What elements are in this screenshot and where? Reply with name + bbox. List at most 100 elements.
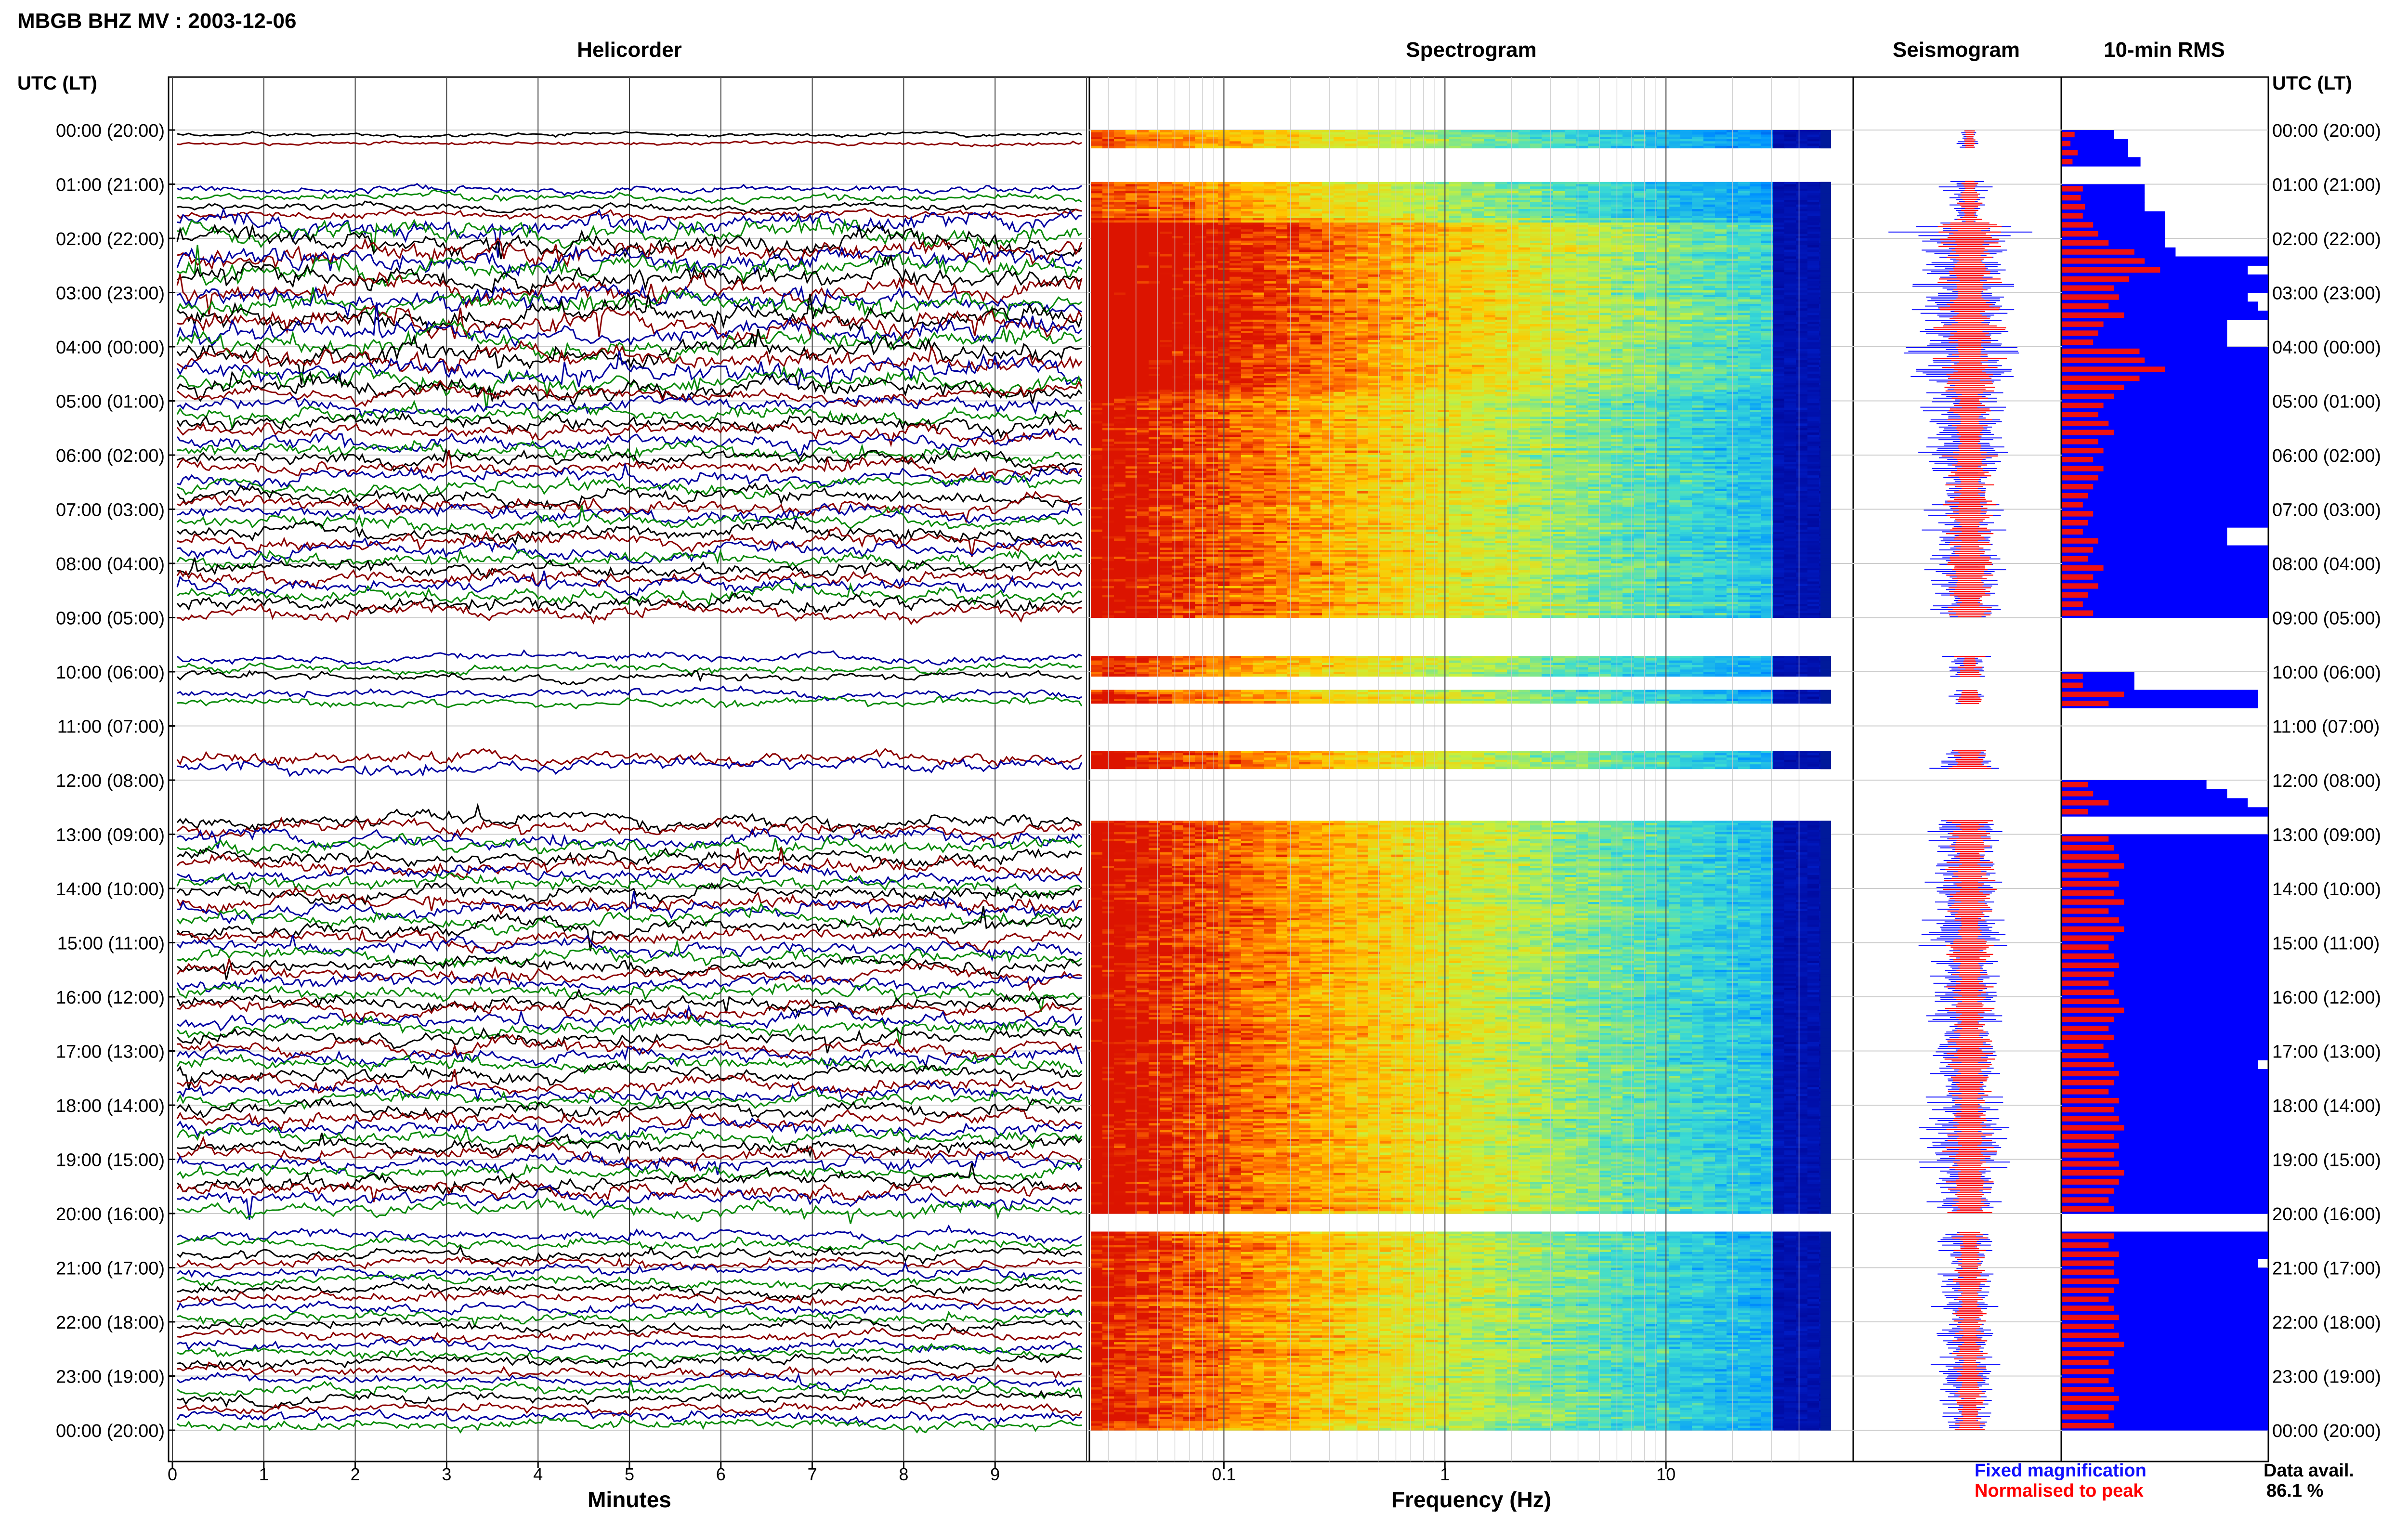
spectrogram-cell <box>1206 222 1218 225</box>
spectrogram-cell <box>1310 241 1322 243</box>
spectrogram-cell <box>1507 186 1519 189</box>
spectrogram-cell <box>1299 137 1311 139</box>
spectrogram-cell <box>1403 248 1415 250</box>
spectrogram-cell <box>1461 186 1473 189</box>
spectrogram-cell <box>1461 295 1473 297</box>
spectrogram-cell <box>1542 211 1554 214</box>
spectrogram-cell <box>1241 261 1253 263</box>
spectrogram-cell <box>1461 300 1473 302</box>
spectrogram-cell <box>1160 196 1172 198</box>
spectrogram-cell <box>1703 306 1715 309</box>
spectrogram-cell <box>1241 315 1253 317</box>
spectrogram-cell <box>1276 274 1288 277</box>
spectrogram-cell <box>1230 132 1242 135</box>
spectrogram-cell <box>1183 293 1195 295</box>
spectrogram-cell <box>1125 196 1138 198</box>
spectrogram-cell <box>1738 189 1750 191</box>
spectrogram-cell <box>1137 311 1149 313</box>
spectrogram-cell <box>1160 243 1172 245</box>
spectrogram-cell <box>1149 202 1161 205</box>
spectrogram-cell <box>1807 222 1819 225</box>
spectrogram-cell <box>1137 243 1149 245</box>
spectrogram-cell <box>1125 265 1138 268</box>
spectrogram-cell <box>1518 263 1531 266</box>
spectrogram-cell <box>1461 245 1473 248</box>
spectrogram-cell <box>1438 225 1450 227</box>
spectrogram-cell <box>1542 137 1554 139</box>
spectrogram-cell <box>1599 207 1611 209</box>
spectrogram-cell <box>1230 207 1242 209</box>
spectrogram-cell <box>1137 252 1149 254</box>
spectrogram-cell <box>1438 308 1450 311</box>
spectrogram-cell <box>1449 146 1461 148</box>
spectrogram-cell <box>1253 281 1265 284</box>
spectrogram-cell <box>1715 232 1727 234</box>
spectrogram-cell <box>1542 193 1554 196</box>
spectrogram-cell <box>1264 248 1276 250</box>
spectrogram-cell <box>1241 301 1253 304</box>
spectrogram-cell <box>1160 207 1172 209</box>
spectrogram-cell <box>1125 254 1138 257</box>
spectrogram-cell <box>1310 249 1322 252</box>
spectrogram-cell <box>1599 243 1611 245</box>
spectrogram-cell <box>1507 205 1519 207</box>
spectrogram-cell <box>1773 272 1785 274</box>
spectrogram-cell <box>1507 263 1519 266</box>
spectrogram-cell <box>1195 293 1207 295</box>
spectrogram-cell <box>1380 193 1392 196</box>
spectrogram-cell <box>1807 209 1819 211</box>
spectrogram-cell <box>1322 313 1334 315</box>
spectrogram-cell <box>1484 141 1496 144</box>
spectrogram-cell <box>1195 265 1207 268</box>
spectrogram-cell <box>1820 284 1831 286</box>
spectrogram-cell <box>1241 288 1253 290</box>
spectrogram-cell <box>1137 202 1149 205</box>
spectrogram-cell <box>1773 207 1785 209</box>
spectrogram-cell <box>1495 213 1507 216</box>
spectrogram-cell <box>1426 182 1438 184</box>
spectrogram-cell <box>1495 229 1507 232</box>
spectrogram-cell <box>1195 295 1207 297</box>
spectrogram-cell <box>1680 268 1692 270</box>
spectrogram-cell <box>1449 200 1461 202</box>
spectrogram-cell <box>1807 191 1819 194</box>
spectrogram-cell <box>1149 139 1161 142</box>
spectrogram-cell <box>1623 202 1635 205</box>
spectrogram-cell <box>1380 196 1392 198</box>
spectrogram-title: Spectrogram <box>1406 38 1536 62</box>
spectrogram-cell <box>1114 130 1126 132</box>
spectrogram-cell <box>1114 304 1126 306</box>
spectrogram-cell <box>1472 249 1484 252</box>
spectrogram-cell <box>1438 232 1450 234</box>
spectrogram-cell <box>1565 211 1577 214</box>
left-axis-header: UTC (LT) <box>17 73 97 94</box>
spectrogram-cell <box>1820 249 1831 252</box>
spectrogram-cell <box>1276 259 1288 261</box>
spectrogram-cell <box>1588 245 1600 248</box>
spectrogram-cell <box>1264 132 1276 135</box>
spectrogram-cell <box>1137 141 1149 144</box>
spectrogram-cell <box>1553 265 1565 268</box>
spectrogram-cell <box>1137 234 1149 236</box>
spectrogram-cell <box>1657 139 1669 142</box>
spectrogram-cell <box>1750 306 1762 309</box>
spectrogram-cell <box>1680 263 1692 266</box>
spectrogram-cell <box>1692 313 1704 315</box>
spectrogram-cell <box>1345 222 1357 225</box>
spectrogram-cell <box>1773 184 1785 187</box>
spectrogram-cell <box>1669 184 1681 187</box>
spectrogram-cell <box>1380 241 1392 243</box>
spectrogram-cell <box>1414 229 1426 232</box>
spectrogram-cell <box>1091 313 1103 315</box>
spectrogram-cell <box>1495 295 1507 297</box>
spectrogram-cell <box>1669 207 1681 209</box>
spectrogram-cell <box>1322 137 1334 139</box>
spectrogram-cell <box>1160 221 1172 223</box>
spectrogram-cell <box>1149 295 1161 297</box>
spectrogram-cell <box>1241 277 1253 279</box>
spectrogram-cell <box>1703 200 1715 202</box>
spectrogram-cell <box>1820 137 1831 139</box>
spectrogram-cell <box>1750 279 1762 281</box>
spectrogram-cell <box>1264 198 1276 200</box>
spectrogram-cell <box>1472 186 1484 189</box>
